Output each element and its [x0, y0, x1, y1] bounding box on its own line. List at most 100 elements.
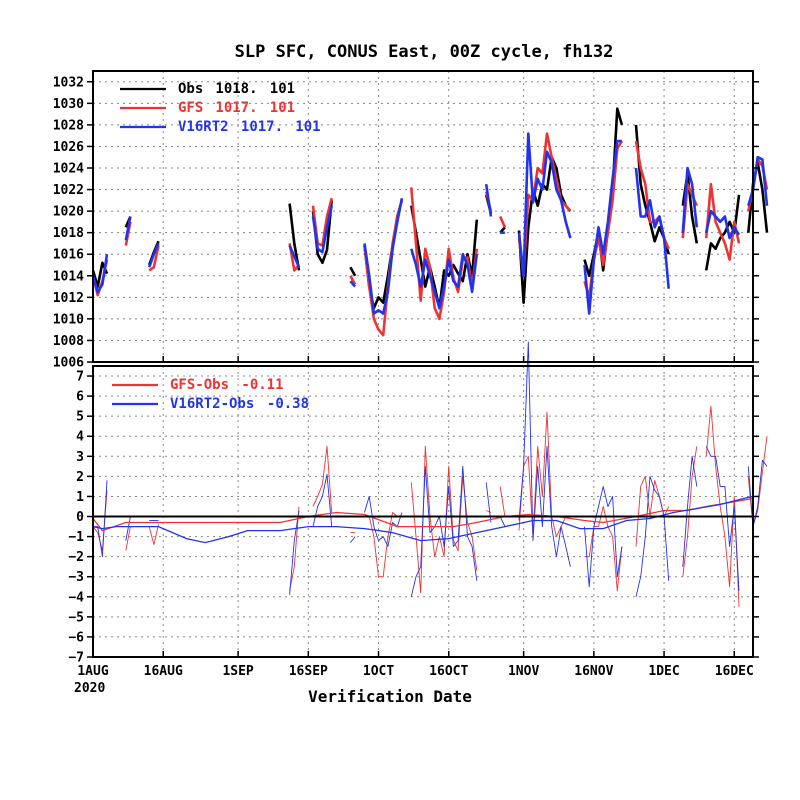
bottom-gfs-obs-line [312, 445, 333, 513]
x-tick-label: 1AUG [77, 664, 108, 679]
top-v16rt2-line [363, 197, 404, 315]
top_panel-frame [92, 70, 754, 363]
bottom_panel-ytick-label: 0 [76, 510, 84, 525]
bottom-gfs-obs-running-mean [92, 497, 754, 532]
bottom-legend-text: GFS-Obs [170, 377, 229, 393]
bottom-gfs-obs-line [682, 446, 698, 577]
top-v16rt2-line [124, 216, 132, 241]
x-tick-label: 1DEC [648, 664, 679, 679]
bottom-v16rt2-obs-line [410, 465, 478, 597]
top-obs-line [517, 155, 572, 305]
top-legend-text: Obs [178, 81, 203, 97]
top-v16rt2-line [583, 139, 622, 315]
top_panel-ytick-label: 1032 [53, 75, 84, 90]
top_panel-ytick-label: 1030 [53, 97, 84, 112]
top-gfs-line [499, 215, 507, 228]
top-legend-text: 101 [295, 119, 320, 135]
top-v16rt2-line [311, 205, 333, 254]
bottom-gfs-obs-line [518, 411, 571, 538]
top-gfs-line [349, 275, 357, 286]
top-legend-text: 1017. [241, 119, 283, 135]
bottom-legend-text: -0.38 [267, 396, 309, 412]
bottom_panel-ytick-label: −6 [68, 630, 84, 645]
bottom_panel-ytick-label: −4 [68, 590, 84, 605]
chart-title: SLP SFC, CONUS East, 00Z cycle, fh132 [235, 42, 614, 62]
x-tick-label: 16NOV [574, 664, 613, 679]
bottom_panel-ytick-label: −5 [68, 610, 84, 625]
bottom-v16rt2-obs-line [93, 480, 108, 558]
bottom-gfs-obs-line [125, 526, 131, 551]
top-v16rt2-line [91, 254, 109, 294]
top_panel-ytick-label: 1010 [53, 312, 84, 327]
top_panel-ytick-label: 1014 [53, 269, 84, 284]
bottom-gfs-obs-line [410, 445, 478, 594]
top-legend-text: 1018. [215, 81, 257, 97]
x-tick-label: 1OCT [363, 664, 394, 679]
x-tick-label: 1NOV [508, 664, 539, 679]
bottom_panel-ytick-label: 2 [76, 470, 84, 485]
series-layer [91, 107, 769, 607]
x-year-label: 2020 [74, 681, 105, 696]
bottom-v16rt2-obs-line [125, 516, 131, 541]
top_panel-ytick-label: 1012 [53, 291, 84, 306]
top-obs-line [349, 266, 357, 277]
top_panel-ytick-label: 1006 [53, 356, 84, 371]
bottom-gfs-obs-line [499, 486, 506, 517]
tick-labels: 1006100810101012101410161018102010221024… [53, 75, 754, 679]
top-v16rt2-line [747, 155, 769, 207]
top-obs-line [583, 107, 624, 278]
top_panel-ytick-label: 1008 [53, 334, 84, 349]
bottom_panel-ytick-label: 6 [76, 390, 84, 405]
bottom-gfs-obs-line [148, 524, 159, 546]
bottom-v16rt2-obs-line [364, 495, 403, 548]
bottom_panel-ytick-label: 5 [76, 410, 84, 425]
top-v16rt2-line [704, 209, 741, 240]
top-legend-text: 1017. [215, 100, 257, 116]
top-legend-text: 101 [270, 81, 295, 97]
bottom-legend-text: V16RT2-Obs [170, 396, 254, 412]
bottom-v16rt2-obs-line [289, 510, 300, 595]
bottom-gfs-obs-line [364, 512, 402, 578]
top-v16rt2-line [147, 242, 160, 268]
x-axis-label: Verification Date [308, 687, 472, 706]
top-v16rt2-line [349, 280, 357, 288]
top_panel-ytick-label: 1026 [53, 140, 84, 155]
bottom-gfs-obs-line [747, 436, 768, 528]
bottom-v16rt2-obs-line [499, 516, 506, 527]
top-v16rt2-line [634, 167, 670, 289]
bottom-v16rt2-obs-line [312, 473, 333, 527]
bottom-v16rt2-obs-running-mean [92, 495, 754, 544]
bottom-v16rt2-obs-line [350, 536, 356, 543]
top-legend-text: GFS [178, 100, 203, 116]
top_panel-ytick-label: 1020 [53, 205, 84, 220]
bottom-v16rt2-obs-line [705, 446, 740, 591]
bottom-v16rt2-obs-line [635, 475, 670, 597]
bottom-v16rt2-obs-line [682, 455, 698, 567]
x-tick-label: 16DEC [715, 664, 754, 679]
bottom_panel-ytick-label: 3 [76, 450, 84, 465]
grid-lines [92, 71, 753, 658]
top_panel-ytick-label: 1018 [53, 226, 84, 241]
bottom_panel-ytick-label: 4 [76, 430, 84, 445]
top_panel-ytick-label: 1022 [53, 183, 84, 198]
x-tick-label: 16SEP [289, 664, 328, 679]
top-legend-text: V16RT2 [178, 119, 229, 135]
top_panel-ytick-label: 1028 [53, 118, 84, 133]
bottom_panel-frame [92, 365, 754, 658]
top-v16rt2-line [410, 248, 479, 310]
top-obs-line [288, 203, 301, 271]
bottom_panel-ytick-label: −2 [68, 550, 84, 565]
top-v16rt2-line [484, 184, 493, 217]
top_panel-ytick-label: 1024 [53, 162, 84, 177]
top_panel-ytick-label: 1016 [53, 248, 84, 263]
bottom_panel-ytick-label: 7 [76, 370, 84, 385]
bottom_panel-ytick-label: −3 [68, 570, 84, 585]
bottom-v16rt2-obs-line [584, 485, 623, 588]
bottom-gfs-obs-line [584, 506, 623, 592]
x-tick-label: 16AUG [144, 664, 183, 679]
bottom-gfs-obs-line [486, 510, 492, 513]
bottom_panel-ytick-label: −1 [68, 530, 84, 545]
bottom-v16rt2-obs-line [747, 459, 768, 528]
plot-frames [87, 70, 759, 658]
